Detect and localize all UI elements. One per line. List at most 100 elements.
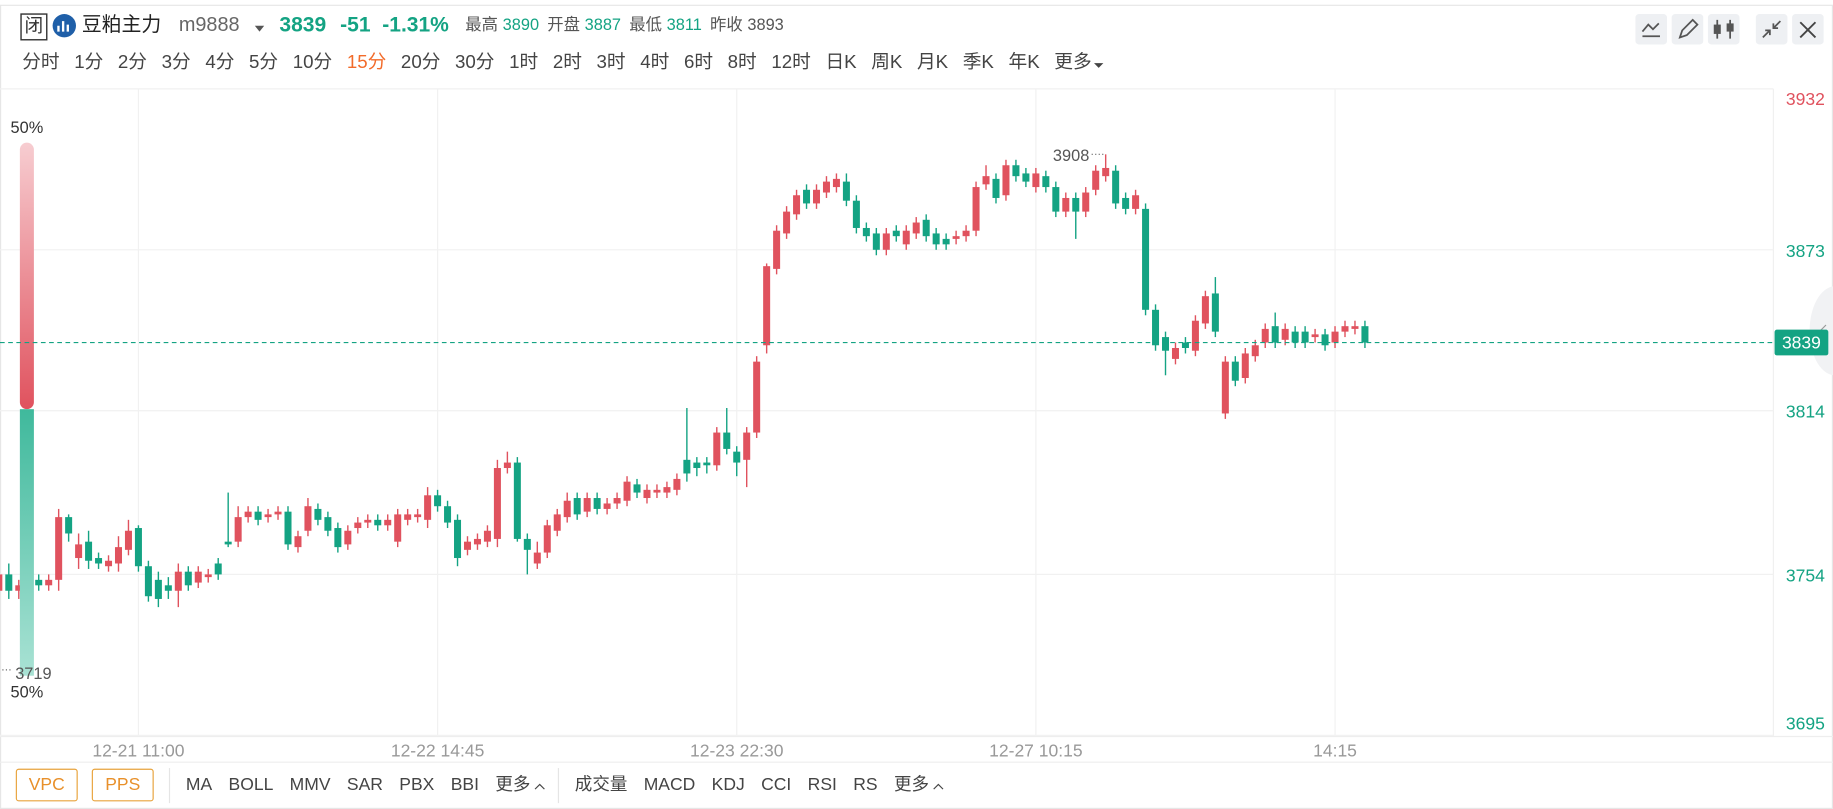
indicator-tab[interactable]: CCI xyxy=(761,774,791,794)
period-tab[interactable]: 分时 xyxy=(22,51,59,72)
candle-body xyxy=(35,579,43,586)
high-marker: 3908 xyxy=(1053,147,1089,165)
period-tab[interactable]: 10分 xyxy=(293,51,332,72)
candle-body xyxy=(1171,347,1179,359)
indicator-tab[interactable]: KDJ xyxy=(712,774,745,794)
overlay-box xyxy=(15,768,78,802)
code-dropdown[interactable] xyxy=(254,25,265,32)
stat-value: 3890 xyxy=(503,16,539,34)
candle-body xyxy=(1102,167,1110,177)
indicator-tab[interactable]: MACD xyxy=(644,774,696,794)
period-tab[interactable]: 2分 xyxy=(118,51,147,72)
candle-body xyxy=(783,211,791,234)
period-more[interactable]: 更多 xyxy=(1054,51,1091,72)
candle-body xyxy=(1351,326,1359,329)
candle-body xyxy=(1042,176,1050,188)
candle-body xyxy=(1112,170,1120,204)
period-tab[interactable]: 1分 xyxy=(74,51,103,72)
candle-body xyxy=(872,233,880,250)
candle-body xyxy=(693,462,701,469)
candle-body xyxy=(214,563,222,575)
period-tab[interactable]: 4时 xyxy=(640,51,669,72)
ratio-label-top: 50% xyxy=(11,119,44,137)
period-tab[interactable]: 1时 xyxy=(509,51,538,72)
candle-body xyxy=(1191,320,1199,351)
indicator-tab[interactable]: RSI xyxy=(808,774,837,794)
period-tab[interactable]: 8时 xyxy=(728,51,757,72)
indicator-tab[interactable]: RS xyxy=(853,774,877,794)
last-price: 3839 xyxy=(279,13,326,36)
period-tab[interactable]: 日K xyxy=(825,51,857,72)
candle-body xyxy=(972,187,980,231)
indicator-tab[interactable]: 成交量 xyxy=(575,774,628,794)
candle-body xyxy=(244,511,252,518)
tool-button[interactable] xyxy=(1707,14,1740,45)
candle-body xyxy=(1052,187,1060,212)
period-tab[interactable]: 12时 xyxy=(771,51,810,72)
candle-body xyxy=(274,511,282,515)
x-tick-label: 14:15 xyxy=(1313,740,1357,760)
indicator-tab[interactable]: BOLL xyxy=(229,774,274,794)
candle-body xyxy=(643,489,651,499)
candle-body xyxy=(15,585,23,591)
overlay-label: PPS xyxy=(105,774,140,794)
low-marker: 3719 xyxy=(15,665,51,683)
period-tab[interactable]: 20分 xyxy=(401,51,440,72)
tool-button[interactable] xyxy=(1635,14,1668,45)
candle-body xyxy=(1092,170,1100,190)
period-tab[interactable]: 4分 xyxy=(205,51,234,72)
candle-body xyxy=(1012,165,1020,177)
overlay-button[interactable]: PPS xyxy=(91,768,154,802)
candle-body xyxy=(653,489,661,493)
tool-icon xyxy=(1762,20,1782,39)
candle-body xyxy=(55,517,63,580)
period-tab[interactable]: 15分 xyxy=(347,51,386,72)
stat-value: 3893 xyxy=(747,16,783,34)
instrument-code[interactable]: m9888 xyxy=(179,14,240,36)
indicator-more[interactable]: 更多 xyxy=(495,774,530,794)
price-change-pct: -1.31% xyxy=(382,13,449,36)
candle-body xyxy=(424,495,432,520)
candle-body xyxy=(134,528,142,567)
candle-body xyxy=(962,230,970,237)
period-tab[interactable]: 年K xyxy=(1009,51,1041,72)
indicator-tab[interactable]: BBI xyxy=(451,774,479,794)
period-tab[interactable]: 月K xyxy=(917,51,949,72)
status-icon: 闭 xyxy=(25,15,44,36)
candle-body xyxy=(264,514,272,518)
candle-body xyxy=(114,547,122,564)
candle-body xyxy=(942,238,950,245)
tool-button[interactable] xyxy=(1755,14,1788,45)
tool-icon xyxy=(1641,22,1660,38)
tool-icon xyxy=(1726,23,1734,32)
indicator-tab[interactable]: SAR xyxy=(347,774,383,794)
period-tab[interactable]: 6时 xyxy=(684,51,713,72)
candle-body xyxy=(1132,195,1140,209)
period-tab[interactable]: 3时 xyxy=(597,51,626,72)
tool-button[interactable] xyxy=(1671,14,1704,45)
candle-body xyxy=(1211,293,1219,332)
period-tab[interactable]: 周K xyxy=(871,51,903,72)
indicator-tab[interactable]: PBX xyxy=(399,774,434,794)
candle-body xyxy=(1291,331,1299,343)
candle-body xyxy=(723,432,731,449)
candle-body xyxy=(922,219,930,237)
candle-body xyxy=(593,498,601,509)
candle-body xyxy=(444,506,452,523)
candle-body xyxy=(324,517,332,531)
candle-body xyxy=(1261,328,1269,343)
indicator-tab[interactable]: MA xyxy=(186,774,213,794)
candle-body xyxy=(703,462,711,466)
period-tab[interactable]: 季K xyxy=(963,51,995,72)
candle-body xyxy=(105,560,113,567)
candle-body xyxy=(603,503,611,509)
period-tab[interactable]: 2时 xyxy=(553,51,582,72)
indicator-tab[interactable]: MMV xyxy=(290,774,331,794)
period-tab[interactable]: 3分 xyxy=(162,51,191,72)
indicator-more-caret xyxy=(534,783,545,790)
overlay-button[interactable]: VPC xyxy=(15,768,78,802)
indicator-more[interactable]: 更多 xyxy=(894,774,929,794)
period-tab[interactable]: 30分 xyxy=(455,51,494,72)
period-tab[interactable]: 5分 xyxy=(249,51,278,72)
